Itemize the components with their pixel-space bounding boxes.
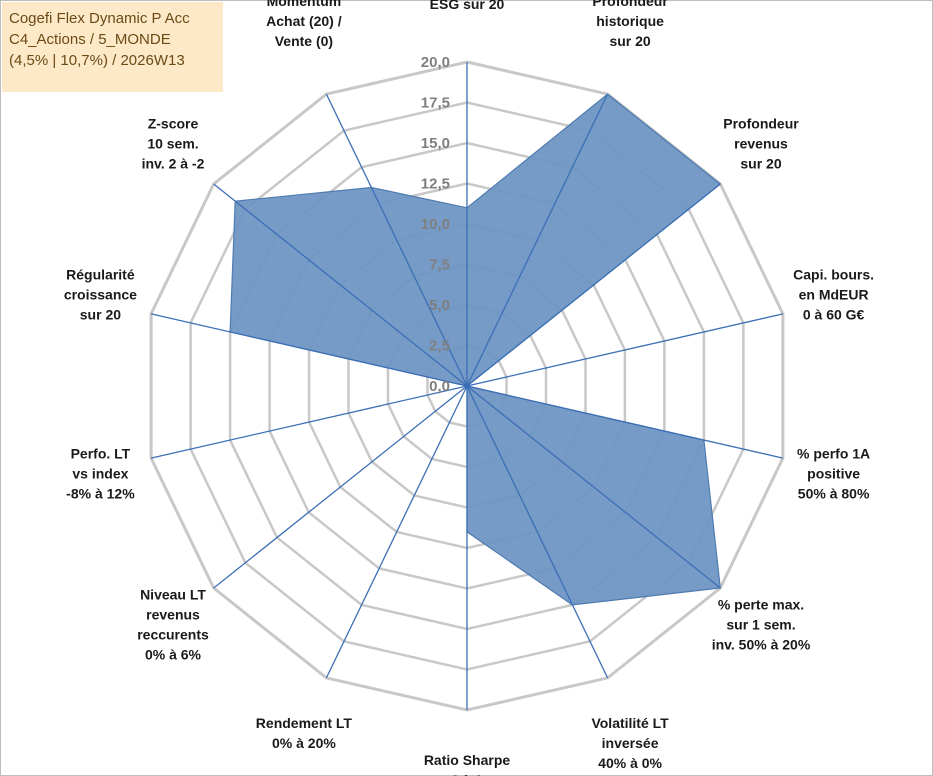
axis-label-line: inv. 2 à -2 [142,156,205,172]
axis-label-line: inv. 50% à 20% [712,636,811,652]
axis-label-line: Vente (0) [275,33,333,49]
axis-label-line: sur 20 [609,33,650,49]
axis-label-line: Z-score [148,116,199,132]
tick-label: 7,5 [429,257,450,274]
axis-label-line: revenus [734,136,788,152]
tick-label: 20,0 [421,54,450,71]
axis-label-5: % perte max. sur 1 sem. inv. 50% à 20% [712,596,811,652]
axis-label-12: Z-score 10 sem. inv. 2 à -2 [142,116,205,172]
tick-label: 12,5 [421,176,450,193]
axis-spoke-2 [466,183,721,387]
tick-labels: 0,0 2,5 5,0 7,5 10,0 12,5 15,0 17,5 20,0 [421,54,450,395]
chart-title-box: Cogefi Flex Dynamic P Acc C4_Actions / 5… [2,2,223,92]
axis-label-0: NoteESG sur 20 [430,0,505,12]
axis-label-line: Volatilité LT [591,715,669,731]
tick-label: 2,5 [429,338,450,355]
axis-label-line: sur 20 [80,306,121,322]
axis-label-line: sur 1 sem. [726,616,795,632]
axis-label-line: 10 sem. [147,136,198,152]
axis-label-line: % perfo 1A [797,446,870,462]
axis-label-line: Achat (20) / [266,13,342,29]
axis-spokes [150,62,784,710]
axis-label-line: Régularité [66,266,135,282]
axis-label-line: 0 à 60 G€ [803,306,865,322]
axis-spoke-10 [150,385,468,459]
axis-spoke-9 [213,385,468,589]
axis-label-7: Ratio Sharpe 0 à 1 [424,752,511,776]
axis-spoke-13 [325,93,468,387]
axis-label-10: Perfo. LT vs index -8% à 12% [66,446,135,502]
axis-label-line: croissance [64,286,137,302]
axis-label-6: Volatilité LT inversée 40% à 0% [591,715,669,771]
axis-label-13: Momentum Achat (20) / Vente (0) [266,0,342,49]
axis-label-line: 40% à 0% [598,755,662,771]
series-area-0 [229,93,722,606]
axis-label-4: % perfo 1A positive 50% à 80% [797,446,870,502]
axis-label-3: Capi. bours. en MdEUR 0 à 60 G€ [793,266,874,322]
axis-label-line: positive [807,466,860,482]
axis-spoke-1 [466,93,609,387]
axis-spoke-4 [466,385,784,459]
axis-label-line: inversée [602,735,659,751]
axis-label-8: Rendement LT 0% à 20% [256,715,353,751]
axis-label-line: reccurents [137,626,209,642]
axis-label-line: Profondeur [592,0,668,9]
tick-label: 15,0 [421,135,450,152]
axis-label-line: vs index [72,466,128,482]
axis-label-11: Régularité croissance sur 20 [64,266,137,322]
title-period: (4,5% | 10,7%) / 2026W13 [9,52,185,69]
axis-label-line: Perfo. LT [71,446,131,462]
axis-labels: NoteESG sur 20 Profondeur historique sur 20… [64,0,874,776]
axis-label-line: Ratio Sharpe [424,752,511,768]
axis-label-line: ESG sur 20 [430,0,505,12]
axis-label-2: Profondeur revenus sur 20 [723,116,799,172]
axis-label-line: sur 20 [740,156,781,172]
axis-label-9: Niveau LT revenus reccurents 0% à 6% [137,586,209,662]
axis-spoke-12 [213,183,468,387]
axis-label-line: 0 à 1 [451,772,482,776]
axis-spoke-3 [466,313,784,387]
data-series [229,93,722,606]
title-fund-name: Cogefi Flex Dynamic P Acc [9,10,190,27]
axis-label-line: Niveau LT [140,586,206,602]
axis-label-line: -8% à 12% [66,486,135,502]
axis-label-line: Momentum [267,0,342,9]
axis-spoke-5 [466,385,721,589]
tick-label: 17,5 [421,95,450,112]
axis-spoke-8 [325,385,468,679]
axis-label-line: revenus [146,606,200,622]
axis-spoke-6 [466,385,609,679]
axis-label-line: % perte max. [718,596,804,612]
axis-label-line: Capi. bours. [793,266,874,282]
axis-label-line: Profondeur [723,116,799,132]
tick-label: 5,0 [429,297,450,314]
title-category: C4_Actions / 5_MONDE [9,31,171,48]
axis-label-line: 50% à 80% [798,486,870,502]
axis-label-line: historique [596,13,664,29]
axis-label-line: en MdEUR [799,286,869,302]
axis-label-line: Rendement LT [256,715,353,731]
axis-label-line: 0% à 20% [272,735,336,751]
axis-label-line: 0% à 6% [145,646,202,662]
tick-label: 0,0 [429,378,450,395]
axis-label-1: Profondeur historique sur 20 [592,0,668,49]
tick-label: 10,0 [421,216,450,233]
axis-spoke-11 [150,313,468,387]
